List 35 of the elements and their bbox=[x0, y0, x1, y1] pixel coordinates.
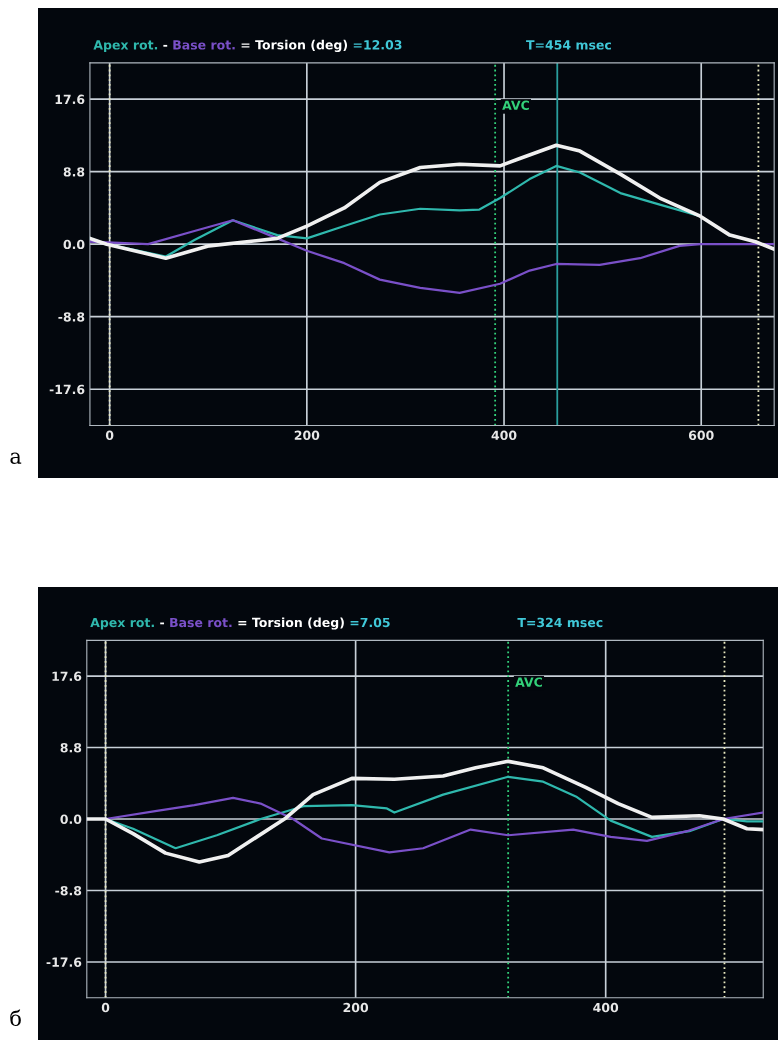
ref-line-label: AVC bbox=[502, 100, 529, 111]
y-tick-label: -17.6 bbox=[46, 957, 82, 967]
text: Torsion (deg) bbox=[255, 39, 348, 52]
text: = bbox=[238, 620, 247, 626]
text: Apex rot. bbox=[93, 40, 158, 52]
text: Torsion (deg) bbox=[252, 617, 344, 630]
text: - bbox=[163, 44, 168, 47]
y-tick-label: 17.6 bbox=[55, 94, 85, 105]
y-tick-label: 0.0 bbox=[63, 239, 85, 250]
text: = bbox=[241, 43, 250, 48]
y-tick-label: 8.8 bbox=[63, 167, 85, 177]
y-tick-label: -17.6 bbox=[49, 384, 85, 395]
y-tick-label: 17.6 bbox=[52, 671, 82, 681]
x-tick-label: 400 bbox=[593, 1002, 619, 1013]
text: - bbox=[160, 622, 165, 625]
x-tick-label: 200 bbox=[294, 430, 320, 441]
y-tick-label: -8.8 bbox=[55, 885, 82, 896]
text: Base rot. bbox=[170, 617, 232, 628]
text: Base rot. bbox=[173, 40, 235, 50]
ref-line-label: AVC bbox=[515, 677, 542, 687]
x-tick-label: 0 bbox=[101, 1002, 110, 1013]
x-tick-label: 400 bbox=[491, 430, 517, 441]
y-tick-label: 0.0 bbox=[60, 814, 82, 824]
text: =12.03 bbox=[353, 40, 402, 50]
text: T=454 msec bbox=[526, 40, 611, 50]
text: a bbox=[10, 452, 22, 464]
x-tick-label: 200 bbox=[343, 1002, 369, 1013]
text: =7.05 bbox=[350, 617, 390, 628]
text: Apex rot. bbox=[90, 617, 154, 630]
text: б bbox=[10, 1009, 21, 1026]
x-tick-label: 0 bbox=[105, 430, 114, 441]
y-tick-label: 8.8 bbox=[60, 743, 82, 753]
x-tick-label: 600 bbox=[688, 430, 714, 441]
y-tick-label: -8.8 bbox=[58, 312, 85, 322]
text: T=324 msec bbox=[517, 617, 603, 628]
